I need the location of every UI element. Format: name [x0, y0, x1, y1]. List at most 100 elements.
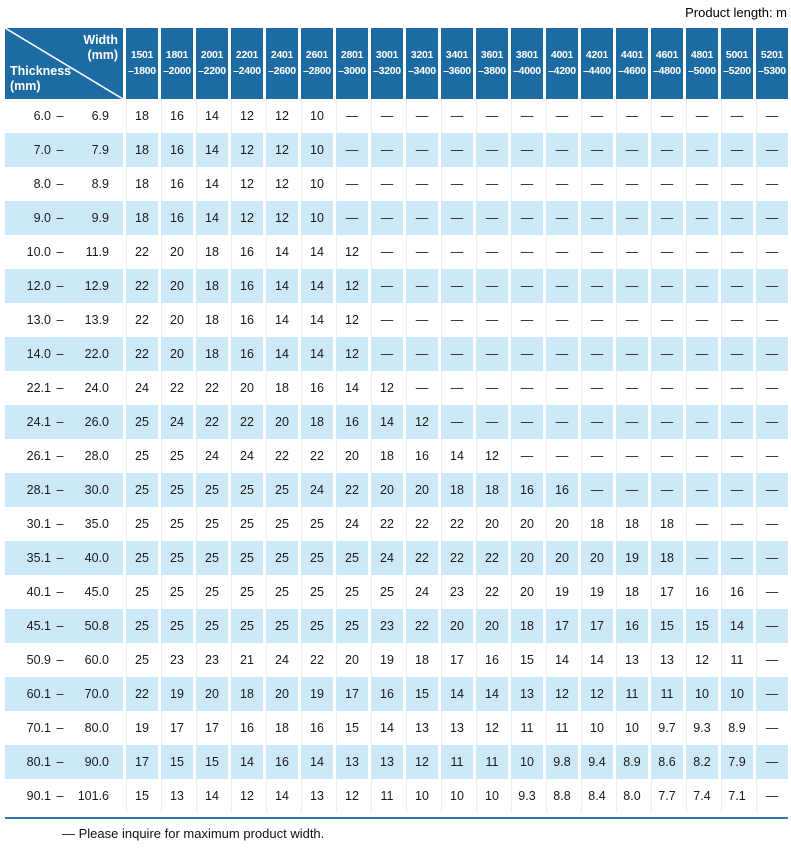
length-value-cell: —: [648, 167, 683, 201]
length-value-cell: —: [753, 473, 788, 507]
length-value-cell: 16: [298, 711, 333, 745]
table-body: 6.0–6.9 18 16 14 12 12 10— — — — — — — — — — — — —7.0–7.9 1…: [5, 99, 788, 813]
length-value-cell: 25: [368, 575, 403, 609]
length-value-cell: 12: [228, 201, 263, 235]
thickness-range-cell: 6.0–6.9: [5, 99, 123, 133]
column-header: 1801 –2000: [158, 28, 193, 99]
length-value-cell: 12: [473, 439, 508, 473]
length-value-cell: —: [578, 235, 613, 269]
length-value-cell: 25: [228, 507, 263, 541]
length-value-cell: —: [438, 99, 473, 133]
table-row: 60.1–70.0 22 19 20 18 20 19 17 16 15 14 14 13 12 12 11 1…: [5, 677, 788, 711]
column-header: 3201 –3400: [403, 28, 438, 99]
length-value-cell: 14: [578, 643, 613, 677]
column-header: 2201 –2400: [228, 28, 263, 99]
length-value-cell: —: [753, 507, 788, 541]
length-value-cell: —: [473, 337, 508, 371]
length-value-cell: 18: [123, 99, 158, 133]
length-value-cell: 8.9: [613, 745, 648, 779]
length-value-cell: 9.4: [578, 745, 613, 779]
length-value-cell: 16: [263, 745, 298, 779]
length-value-cell: 18: [648, 507, 683, 541]
length-value-cell: 22: [123, 303, 158, 337]
length-value-cell: 18: [298, 405, 333, 439]
length-value-cell: 13: [508, 677, 543, 711]
length-value-cell: 18: [123, 133, 158, 167]
length-value-cell: 16: [228, 269, 263, 303]
length-value-cell: —: [473, 201, 508, 235]
table-row: 9.0–9.9 18 16 14 12 12 10— — — — — — — — — — — — —: [5, 201, 788, 235]
length-value-cell: —: [683, 303, 718, 337]
length-value-cell: 24: [333, 507, 368, 541]
length-value-cell: —: [613, 405, 648, 439]
length-value-cell: 15: [508, 643, 543, 677]
length-value-cell: —: [718, 269, 753, 303]
length-value-cell: 7.9: [718, 745, 753, 779]
length-value-cell: —: [718, 405, 753, 439]
thickness-range-cell: 60.1–70.0: [5, 677, 123, 711]
length-value-cell: 12: [263, 133, 298, 167]
length-value-cell: —: [648, 405, 683, 439]
length-value-cell: —: [543, 99, 578, 133]
length-value-cell: 18: [123, 201, 158, 235]
length-value-cell: 20: [543, 507, 578, 541]
length-value-cell: —: [648, 303, 683, 337]
thickness-range-cell: 80.1–90.0: [5, 745, 123, 779]
length-value-cell: 25: [228, 609, 263, 643]
length-value-cell: —: [718, 337, 753, 371]
length-value-cell: —: [508, 405, 543, 439]
length-value-cell: 18: [508, 609, 543, 643]
length-value-cell: 22: [438, 507, 473, 541]
length-value-cell: —: [543, 405, 578, 439]
table-row: 22.1–24.0 24 22 22 20 18 16 14 12— — — — — — — — — — —: [5, 371, 788, 405]
column-header: 5001 –5200: [718, 28, 753, 99]
length-value-cell: 12: [333, 337, 368, 371]
length-value-cell: 16: [473, 643, 508, 677]
column-header: 4001 –4200: [543, 28, 578, 99]
column-header: 3601 –3800: [473, 28, 508, 99]
length-value-cell: —: [753, 371, 788, 405]
length-value-cell: 20: [158, 269, 193, 303]
length-value-cell: 20: [158, 235, 193, 269]
column-header: 3801 –4000: [508, 28, 543, 99]
length-value-cell: —: [403, 337, 438, 371]
length-value-cell: —: [403, 235, 438, 269]
length-value-cell: —: [543, 235, 578, 269]
length-value-cell: —: [333, 167, 368, 201]
length-value-cell: 10: [683, 677, 718, 711]
length-value-cell: —: [648, 235, 683, 269]
length-value-cell: —: [333, 133, 368, 167]
length-value-cell: 17: [438, 643, 473, 677]
length-value-cell: —: [403, 303, 438, 337]
length-value-cell: —: [613, 99, 648, 133]
length-value-cell: 10: [403, 779, 438, 813]
length-value-cell: 15: [648, 609, 683, 643]
table-row: 14.0–22.0 22 20 18 16 14 14 12— — — — — — — — — — — —: [5, 337, 788, 371]
length-value-cell: 25: [123, 575, 158, 609]
thickness-range-cell: 22.1–24.0: [5, 371, 123, 405]
length-value-cell: —: [368, 235, 403, 269]
length-value-cell: —: [683, 473, 718, 507]
length-value-cell: —: [613, 371, 648, 405]
length-value-cell: 19: [123, 711, 158, 745]
length-value-cell: 12: [333, 779, 368, 813]
table-row: 50.9–60.0 25 23 23 21 24 22 20 19 18 17 16 15 14 14 13 1…: [5, 643, 788, 677]
thickness-range-cell: 24.1–26.0: [5, 405, 123, 439]
length-value-cell: 12: [263, 99, 298, 133]
length-value-cell: 12: [543, 677, 578, 711]
length-value-cell: 8.0: [613, 779, 648, 813]
length-value-cell: 12: [333, 235, 368, 269]
length-value-cell: 22: [263, 439, 298, 473]
length-value-cell: —: [683, 133, 718, 167]
thickness-range-cell: 13.0–13.9: [5, 303, 123, 337]
length-value-cell: 25: [298, 609, 333, 643]
length-value-cell: 22: [123, 235, 158, 269]
thickness-range-cell: 70.1–80.0: [5, 711, 123, 745]
length-value-cell: 9.3: [683, 711, 718, 745]
length-value-cell: 8.6: [648, 745, 683, 779]
table-row: 6.0–6.9 18 16 14 12 12 10— — — — — — — — — — — — —: [5, 99, 788, 133]
length-value-cell: —: [438, 133, 473, 167]
thickness-range-cell: 7.0–7.9: [5, 133, 123, 167]
length-value-cell: —: [543, 167, 578, 201]
